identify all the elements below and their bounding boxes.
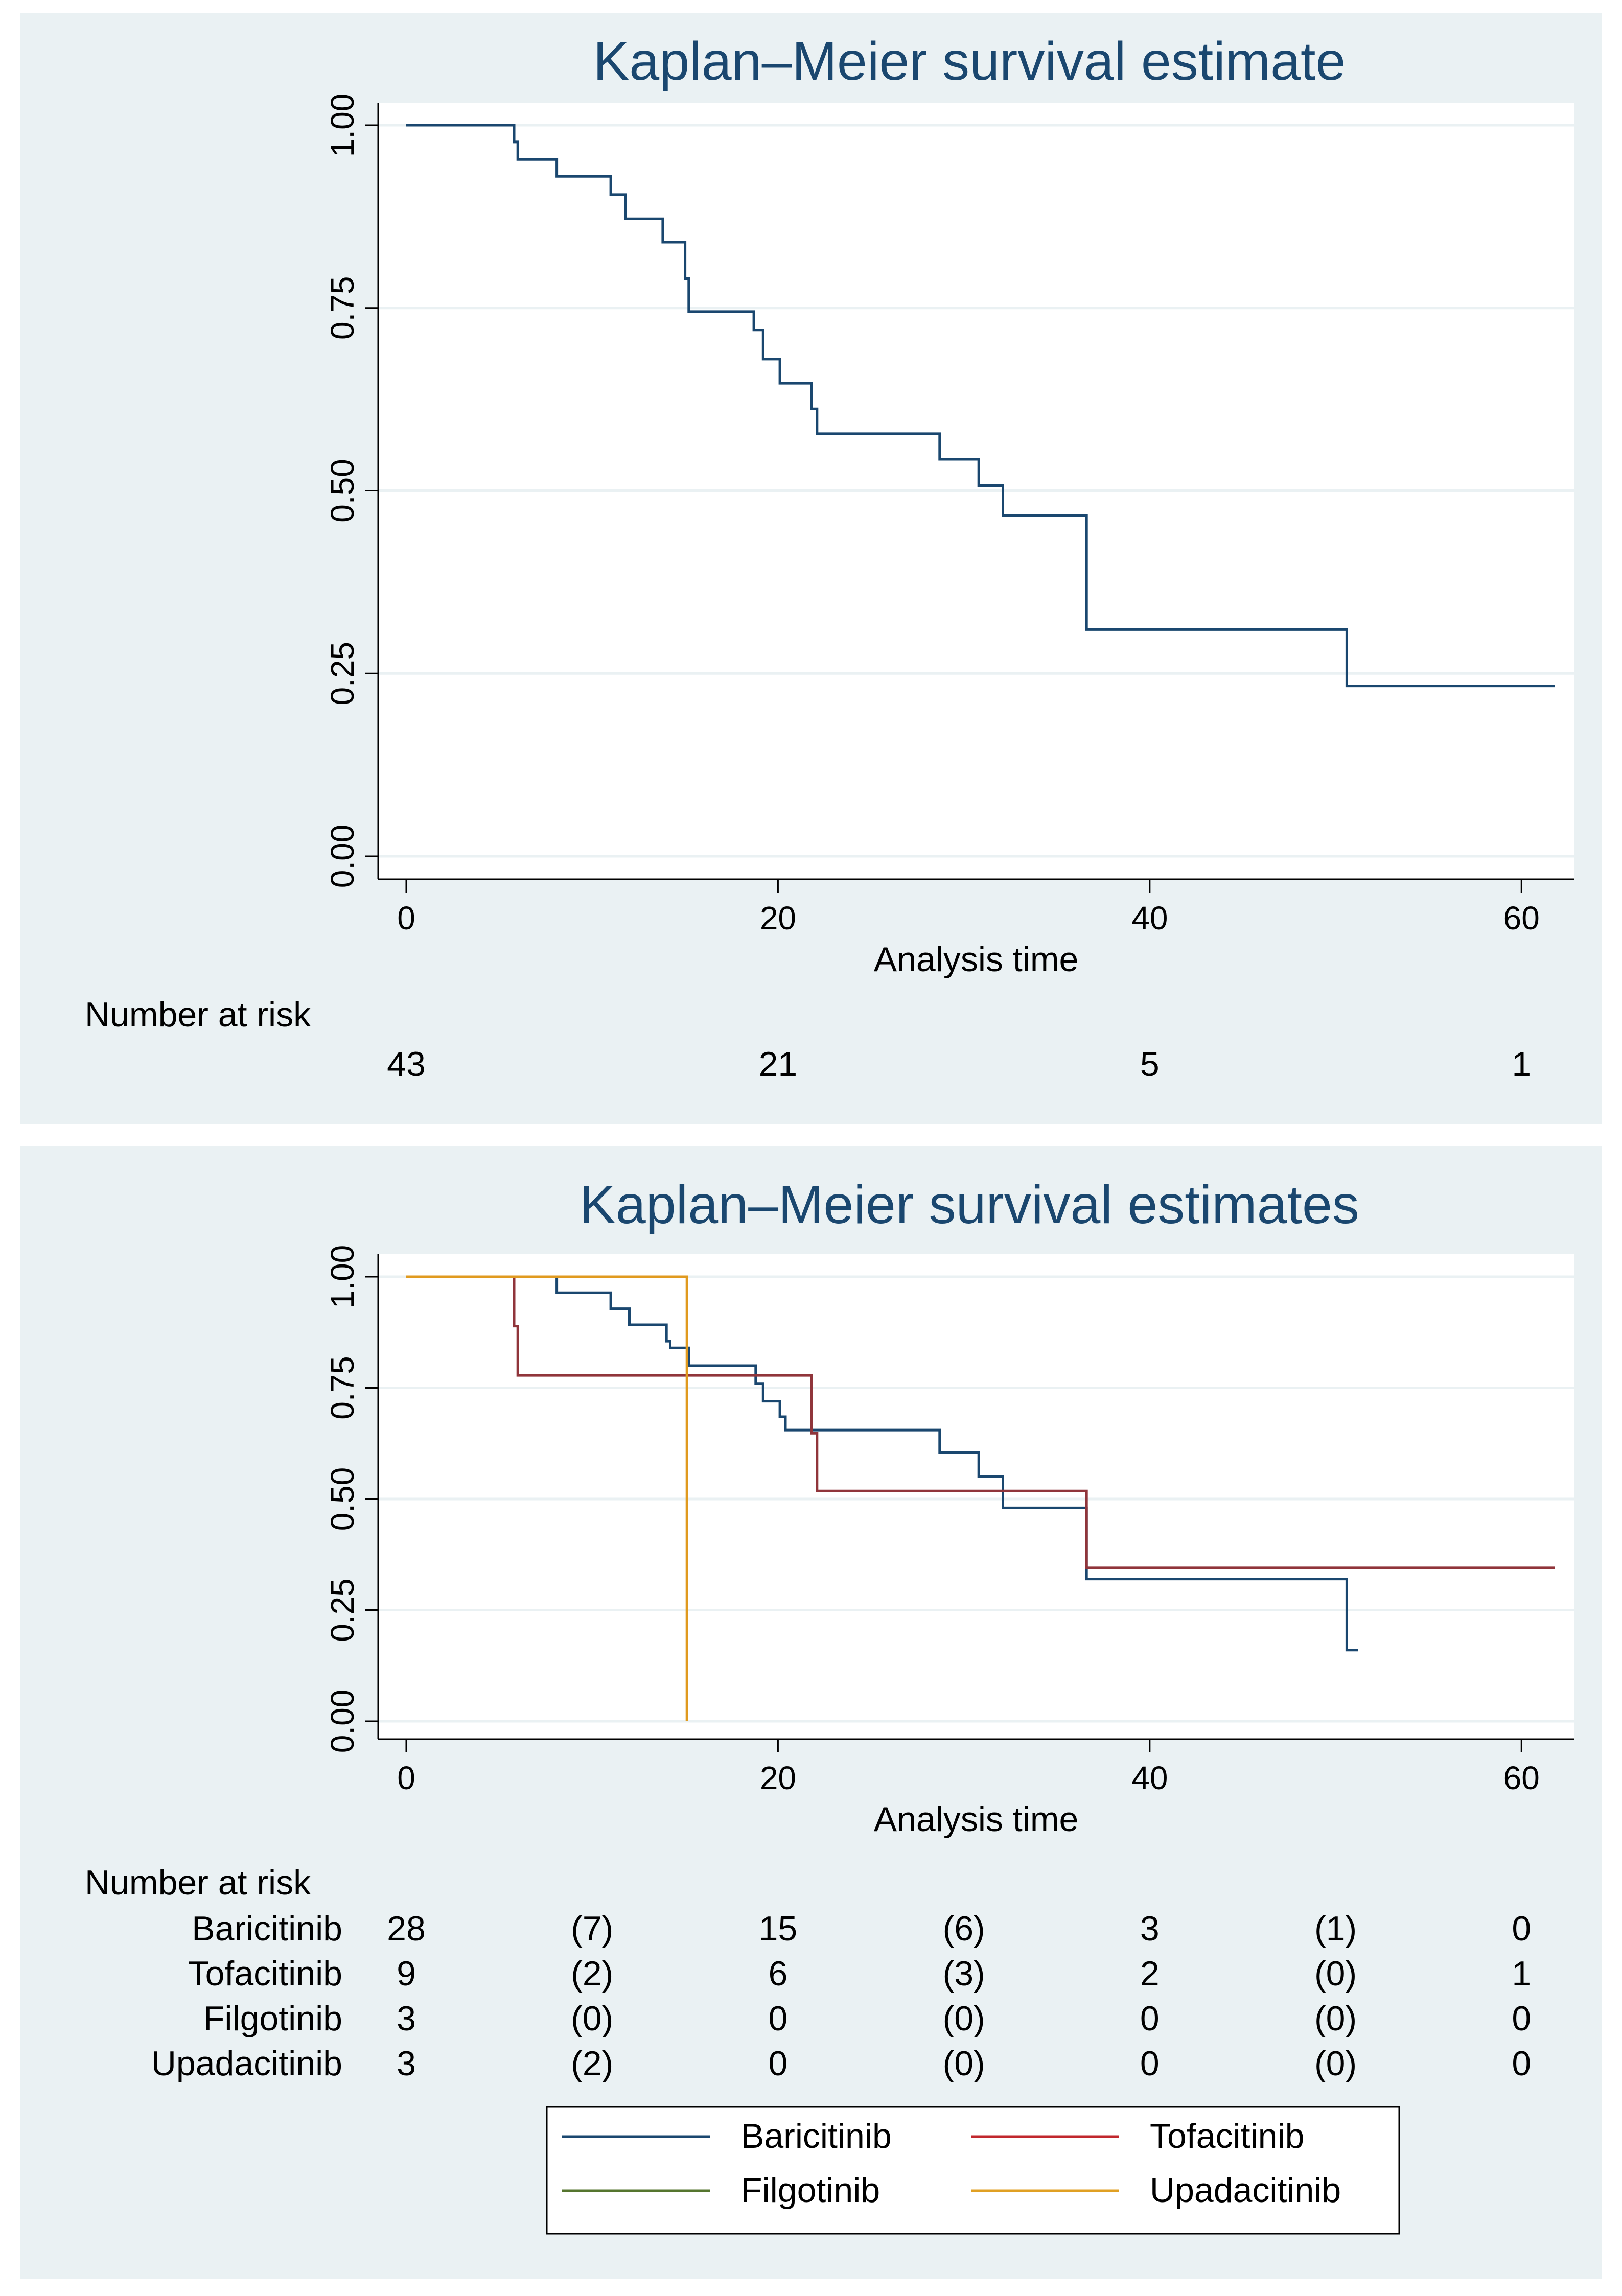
- risk-cell: 0: [1512, 1909, 1531, 1948]
- risk-cell: (7): [571, 1909, 613, 1948]
- y-tick-label: 0.75: [324, 276, 361, 340]
- series-line-tofacitinib: [406, 1275, 1555, 1569]
- plot-area: [378, 1254, 1574, 1739]
- x-axis-title: Analysis time: [874, 940, 1079, 979]
- risk-cell: 0: [769, 2044, 788, 2083]
- risk-cell: (1): [1314, 1909, 1357, 1948]
- legend-label-upadacitinib: Upadacitinib: [1150, 2171, 1341, 2210]
- x-axis-title: Analysis time: [874, 1800, 1079, 1839]
- x-tick-label: 0: [397, 900, 415, 936]
- risk-cell: 1: [1512, 1045, 1531, 1084]
- series-line-baricitinib: [406, 1275, 1358, 1652]
- risk-cell: 3: [1140, 1909, 1160, 1948]
- risk-table-heading: Number at risk: [85, 1863, 311, 1902]
- risk-cell: (2): [571, 1954, 613, 1993]
- km-chart-overall: Kaplan–Meier survival estimate 0.00 0.25 0.…: [85, 31, 1574, 1084]
- risk-cell: 0: [1140, 2044, 1160, 2083]
- x-tick-label: 40: [1131, 1760, 1168, 1796]
- series-line-all: [406, 124, 1555, 688]
- risk-cell: 15: [759, 1909, 798, 1948]
- risk-cell: 2: [1140, 1954, 1160, 1993]
- risk-table-heading: Number at risk: [85, 995, 311, 1034]
- y-tick-label: 0.50: [324, 459, 361, 523]
- chart-title: Kaplan–Meier survival estimates: [580, 1175, 1359, 1235]
- series-line-upadacitinib: [406, 1275, 688, 1721]
- y-tick-label: 1.00: [324, 1245, 361, 1309]
- risk-cell: (0): [943, 1999, 985, 2038]
- risk-cell: 3: [397, 2044, 416, 2083]
- risk-row-label: Tofacitinib: [188, 1954, 342, 1993]
- x-tick-label: 0: [397, 1760, 415, 1796]
- y-tick-label: 1.00: [324, 93, 361, 157]
- legend-label-filgotinib: Filgotinib: [741, 2171, 880, 2210]
- risk-cell: 1: [1512, 1954, 1531, 1993]
- km-panel-overall: Kaplan–Meier survival estimate 0.00 0.25 0.…: [20, 13, 1602, 1124]
- risk-cell: (0): [1314, 1954, 1357, 1993]
- risk-cell: 6: [769, 1954, 788, 1993]
- x-tick-label: 60: [1503, 900, 1540, 936]
- y-tick-label: 0.25: [324, 642, 361, 706]
- y-tick-label: 0.00: [324, 825, 361, 888]
- risk-cell: (3): [943, 1954, 985, 1993]
- y-tick-label: 0.25: [324, 1578, 361, 1642]
- x-tick-label: 20: [760, 1760, 796, 1796]
- risk-cell: 0: [1512, 2044, 1531, 2083]
- risk-row-label: Filgotinib: [203, 1999, 342, 2038]
- y-tick-label: 0.00: [324, 1690, 361, 1753]
- y-tick-label: 0.50: [324, 1467, 361, 1531]
- x-tick-label: 20: [760, 900, 796, 936]
- risk-row-label: Baricitinib: [192, 1909, 342, 1948]
- risk-cell: 28: [387, 1909, 426, 1948]
- risk-cell: (2): [571, 2044, 613, 2083]
- risk-cell: (0): [1314, 2044, 1357, 2083]
- legend-label-tofacitinib: Tofacitinib: [1150, 2117, 1304, 2156]
- chart-title: Kaplan–Meier survival estimate: [593, 31, 1346, 91]
- risk-cell: 9: [397, 1954, 416, 1993]
- risk-cell: 0: [1512, 1999, 1531, 2038]
- risk-cell: (0): [1314, 1999, 1357, 2038]
- km-panel-by-drug: Kaplan–Meier survival estimates 0.00 0.25 0…: [20, 1146, 1602, 2279]
- risk-cell: (0): [943, 2044, 985, 2083]
- risk-cell: 3: [397, 1999, 416, 2038]
- legend-box: [546, 2106, 1400, 2235]
- legend-label-baricitinib: Baricitinib: [741, 2117, 892, 2156]
- x-tick-label: 60: [1503, 1760, 1540, 1796]
- risk-cell: (6): [943, 1909, 985, 1948]
- x-tick-label: 40: [1131, 900, 1168, 936]
- risk-cell: 0: [1140, 1999, 1160, 2038]
- risk-cell: 43: [387, 1045, 426, 1084]
- risk-cell: (0): [571, 1999, 613, 2038]
- risk-cell: 0: [769, 1999, 788, 2038]
- risk-cell: 5: [1140, 1045, 1160, 1084]
- risk-row-label: Upadacitinib: [151, 2044, 342, 2083]
- km-chart-by-drug: Kaplan–Meier survival estimates 0.00 0.25 0…: [85, 1175, 1574, 2235]
- risk-cell: 21: [759, 1045, 798, 1084]
- y-tick-label: 0.75: [324, 1356, 361, 1420]
